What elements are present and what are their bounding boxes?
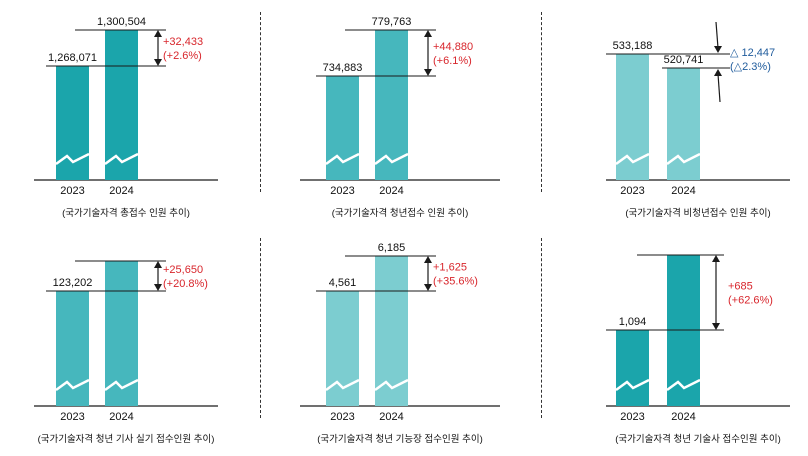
value-label-1-2023: 1,268,071 (48, 52, 97, 64)
axis-break-4-1 (55, 378, 90, 392)
change-value-6: +685 (728, 281, 753, 293)
x-tick-5-2023: 2023 (330, 411, 354, 423)
change-value-5: +1,625 (433, 262, 467, 274)
change-arrow-2-head-top (424, 30, 432, 37)
change-arrow-bottom-head-3 (714, 69, 722, 76)
change-arrow-4-head-bottom (154, 284, 162, 291)
x-tick-2-2023: 2023 (330, 185, 354, 197)
change-arrow-4-head-top (154, 261, 162, 268)
change-arrow-6-head-bottom (712, 323, 720, 330)
value-label-2-2024: 779,763 (372, 16, 412, 28)
change-arrow-bottom-3 (717, 73, 721, 103)
change-arrow-1-head-top (154, 30, 162, 37)
caption-5: (국가기술자격 청년 기능장 접수인원 추이) (317, 433, 482, 445)
change-arrow-5-head-bottom (424, 284, 432, 291)
caption-6: (국가기술자격 청년 기술사 접수인원 추이) (615, 433, 780, 445)
axis-break-2-2 (374, 152, 409, 166)
x-tick-6-2023: 2023 (620, 411, 644, 423)
x-tick-6-2024: 2024 (671, 411, 695, 423)
axis-break-6-2 (666, 378, 701, 392)
value-label-1-2024: 1,300,504 (97, 16, 146, 28)
change-percent-3: (△2.3%) (730, 61, 771, 73)
value-label-2-2023: 734,883 (323, 62, 363, 74)
bar-6-2023 (616, 330, 649, 406)
change-percent-1: (+2.6%) (163, 50, 202, 62)
change-arrow-6-head-top (712, 255, 720, 262)
value-label-5-2024: 6,185 (378, 242, 406, 254)
column-divider-1 (260, 12, 261, 192)
x-tick-4-2024: 2024 (109, 411, 133, 423)
x-tick-3-2024: 2024 (671, 185, 695, 197)
axis-break-5-1 (325, 378, 360, 392)
axis-break-1-2 (104, 152, 139, 166)
value-label-4-2023: 123,202 (53, 277, 93, 289)
value-label-3-2024: 520,741 (664, 54, 704, 66)
change-value-3: △ 12,447 (730, 47, 775, 59)
x-tick-1-2023: 2023 (60, 185, 84, 197)
change-percent-5: (+35.6%) (433, 276, 478, 288)
axis-break-5-2 (374, 378, 409, 392)
x-tick-4-2023: 2023 (60, 411, 84, 423)
change-percent-2: (+6.1%) (433, 55, 472, 67)
caption-2: (국가기술자격 청년접수 인원 추이) (332, 207, 469, 219)
axis-break-1-1 (55, 152, 90, 166)
change-arrow-5-head-top (424, 256, 432, 263)
axis-break-6-1 (615, 378, 650, 392)
bar-5-2024 (375, 256, 408, 406)
axis-break-2-1 (325, 152, 360, 166)
bar-2-2023 (326, 76, 359, 180)
value-label-5-2023: 4,561 (329, 277, 357, 289)
change-arrow-1-head-bottom (154, 59, 162, 66)
bar-4-2024 (105, 261, 138, 406)
change-arrow-2-head-bottom (424, 69, 432, 76)
change-value-1: +32,433 (163, 36, 203, 48)
change-value-4: +25,650 (163, 264, 203, 276)
axis-break-3-1 (615, 152, 650, 166)
change-value-2: +44,880 (433, 41, 473, 53)
axis-break-4-2 (104, 378, 139, 392)
change-arrow-top-head-3 (714, 46, 722, 53)
x-tick-3-2023: 2023 (620, 185, 644, 197)
axis-break-3-2 (666, 152, 701, 166)
value-label-6-2023: 1,094 (619, 316, 647, 328)
caption-3: (국가기술자격 비청년접수 인원 추이) (625, 207, 770, 219)
column-divider-4 (541, 238, 542, 418)
x-tick-1-2024: 2024 (109, 185, 133, 197)
caption-1: (국가기술자격 총접수 인원 추이) (62, 207, 190, 219)
x-tick-2-2024: 2024 (379, 185, 403, 197)
value-label-3-2023: 533,188 (613, 40, 653, 52)
bar-1-2024 (105, 30, 138, 180)
x-tick-5-2024: 2024 (379, 411, 403, 423)
bar-2-2024 (375, 30, 408, 180)
change-percent-4: (+20.8%) (163, 278, 208, 290)
change-percent-6: (+62.6%) (728, 295, 773, 307)
change-arrow-top-3 (715, 21, 719, 49)
column-divider-3 (260, 238, 261, 418)
column-divider-2 (541, 12, 542, 192)
caption-4: (국가기술자격 청년 기사 실기 접수인원 추이) (38, 433, 215, 445)
